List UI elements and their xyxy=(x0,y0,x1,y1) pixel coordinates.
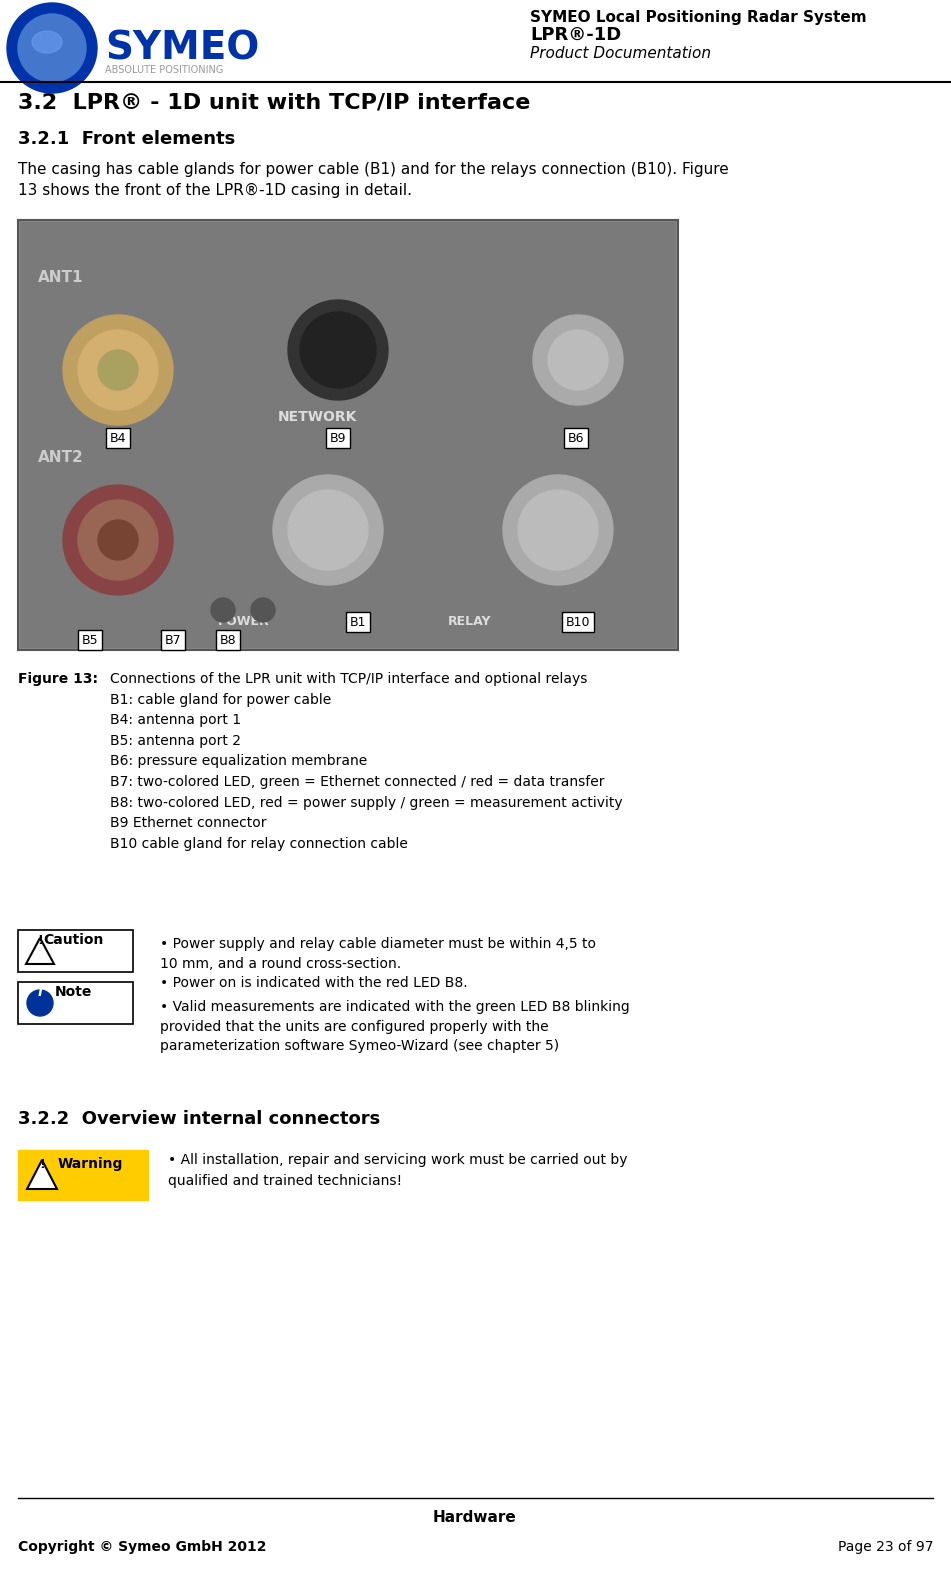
Text: SYMEO: SYMEO xyxy=(105,30,260,68)
Text: Figure 13:: Figure 13: xyxy=(18,672,98,687)
Text: !: ! xyxy=(39,1158,45,1171)
Polygon shape xyxy=(27,1160,57,1188)
Circle shape xyxy=(518,491,598,570)
Text: 3.2  LPR® - 1D unit with TCP/IP interface: 3.2 LPR® - 1D unit with TCP/IP interface xyxy=(18,92,531,112)
Text: B4: B4 xyxy=(109,432,126,444)
Text: Warning: Warning xyxy=(57,1157,123,1171)
Text: • Valid measurements are indicated with the green LED B8 blinking
provided that : • Valid measurements are indicated with … xyxy=(160,1000,630,1053)
Text: B7: B7 xyxy=(165,634,182,647)
Text: LPR®-1D: LPR®-1D xyxy=(530,25,621,45)
Text: Connections of the LPR unit with TCP/IP interface and optional relays
B1: cable : Connections of the LPR unit with TCP/IP … xyxy=(110,672,623,851)
Text: • Power on is indicated with the red LED B8.: • Power on is indicated with the red LED… xyxy=(160,977,468,989)
FancyBboxPatch shape xyxy=(20,221,676,648)
Text: Product Documentation: Product Documentation xyxy=(530,46,711,61)
Ellipse shape xyxy=(18,14,86,81)
Circle shape xyxy=(533,315,623,405)
Circle shape xyxy=(503,475,613,585)
Circle shape xyxy=(98,519,138,561)
Text: B6: B6 xyxy=(568,432,584,444)
Polygon shape xyxy=(26,938,54,964)
Circle shape xyxy=(288,299,388,400)
Text: B5: B5 xyxy=(82,634,98,647)
Text: NETWORK: NETWORK xyxy=(278,409,358,424)
Text: SYMEO Local Positioning Radar System: SYMEO Local Positioning Radar System xyxy=(530,10,866,25)
Text: • All installation, repair and servicing work must be carried out by
qualified a: • All installation, repair and servicing… xyxy=(168,1153,628,1188)
FancyBboxPatch shape xyxy=(18,981,133,1024)
Ellipse shape xyxy=(7,3,97,92)
Circle shape xyxy=(251,597,275,621)
Text: !: ! xyxy=(37,933,43,946)
Text: 3.2.1  Front elements: 3.2.1 Front elements xyxy=(18,131,235,148)
Text: Caution: Caution xyxy=(43,933,104,946)
Text: ANT2: ANT2 xyxy=(38,449,84,465)
Circle shape xyxy=(548,330,608,390)
FancyBboxPatch shape xyxy=(18,930,133,972)
Text: Copyright © Symeo GmbH 2012: Copyright © Symeo GmbH 2012 xyxy=(18,1540,266,1555)
Text: Hardware: Hardware xyxy=(433,1510,517,1525)
Text: B9: B9 xyxy=(330,432,346,444)
Circle shape xyxy=(300,312,376,389)
Text: B8: B8 xyxy=(220,634,236,647)
Circle shape xyxy=(63,315,173,425)
Ellipse shape xyxy=(32,30,62,53)
Circle shape xyxy=(273,475,383,585)
Circle shape xyxy=(78,500,158,580)
Circle shape xyxy=(211,597,235,621)
Text: Note: Note xyxy=(54,984,91,999)
Text: Page 23 of 97: Page 23 of 97 xyxy=(838,1540,933,1555)
Circle shape xyxy=(27,989,53,1016)
FancyBboxPatch shape xyxy=(18,220,678,650)
Text: ANT1: ANT1 xyxy=(38,269,84,285)
Text: 3.2.2  Overview internal connectors: 3.2.2 Overview internal connectors xyxy=(18,1110,380,1128)
Circle shape xyxy=(63,484,173,596)
Text: i: i xyxy=(38,984,43,999)
Text: ABSOLUTE POSITIONING: ABSOLUTE POSITIONING xyxy=(105,65,223,75)
FancyBboxPatch shape xyxy=(18,1150,148,1200)
Circle shape xyxy=(78,330,158,409)
Circle shape xyxy=(288,491,368,570)
Text: RELAY: RELAY xyxy=(448,615,492,628)
Text: The casing has cable glands for power cable (B1) and for the relays connection (: The casing has cable glands for power ca… xyxy=(18,162,728,198)
Text: • Power supply and relay cable diameter must be within 4,5 to
10 mm, and a round: • Power supply and relay cable diameter … xyxy=(160,937,596,970)
Text: B1: B1 xyxy=(350,615,366,629)
Circle shape xyxy=(98,350,138,390)
Text: B10: B10 xyxy=(566,615,591,629)
Text: POWER: POWER xyxy=(218,615,270,628)
